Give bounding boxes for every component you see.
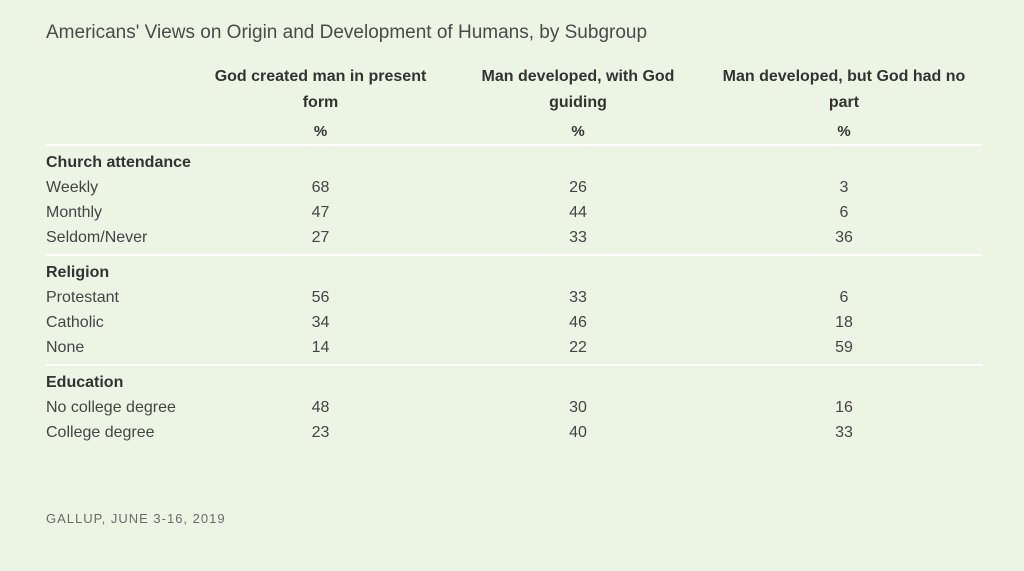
data-table: God created man in present form Man deve… <box>46 64 982 449</box>
group-header-empty <box>706 146 982 175</box>
unit-label: % <box>571 122 585 140</box>
row-label: College degree <box>46 424 155 441</box>
table-cell-value: 26 <box>569 179 587 196</box>
table-row: Weekly 68 26 3 <box>46 175 982 200</box>
column-header: Man developed, but God had no part <box>722 68 966 111</box>
source-note: GALLUP, JUNE 3-16, 2019 <box>46 511 226 526</box>
table-cell-value: 30 <box>569 399 587 416</box>
table-cell-value: 27 <box>311 229 330 246</box>
row-label: Weekly <box>46 179 99 196</box>
table-cell-value: 23 <box>311 424 330 441</box>
table-cell-value: 16 <box>835 399 853 416</box>
row-label: None <box>46 339 85 356</box>
group-header-empty <box>706 256 982 285</box>
table-cell-value: 46 <box>569 314 587 331</box>
table-cell-value: 22 <box>569 339 587 356</box>
table-row: College degree 23 40 33 <box>46 420 982 445</box>
table-cell-value: 48 <box>311 399 330 416</box>
column-header: Man developed, with God guiding <box>481 68 675 111</box>
group-header-row: Education <box>46 366 982 395</box>
table-row: Catholic 34 46 18 <box>46 310 982 335</box>
table-cell-value: 68 <box>311 179 330 196</box>
table-cell-value: 36 <box>835 229 853 246</box>
spacer-cell <box>46 445 982 449</box>
table-cell-value: 59 <box>835 339 853 356</box>
column-header: God created man in present form <box>214 68 427 111</box>
group-header-row: Church attendance <box>46 146 982 175</box>
table-cell-value: 34 <box>311 314 330 331</box>
group-spacer <box>46 445 982 449</box>
unit-label: % <box>313 122 328 140</box>
group-label: Church attendance <box>46 154 191 171</box>
table-row: None 14 22 59 <box>46 335 982 360</box>
row-label: Monthly <box>46 204 103 221</box>
header-blank <box>46 64 191 116</box>
table-cell-value: 14 <box>311 339 330 356</box>
row-label: Protestant <box>46 289 119 306</box>
table-cell-value: 18 <box>835 314 853 331</box>
group-header-empty <box>191 146 450 175</box>
chart-title: Americans' Views on Origin and Developme… <box>46 22 648 43</box>
table-cell-value: 47 <box>311 204 330 221</box>
group-header-empty <box>706 366 982 395</box>
table-cell-value: 40 <box>569 424 587 441</box>
table-row: Protestant 56 33 6 <box>46 285 982 310</box>
group-label: Religion <box>46 264 110 281</box>
group-header-empty <box>450 256 706 285</box>
table-row: Seldom/Never 27 33 36 <box>46 225 982 250</box>
unit-blank <box>46 116 191 145</box>
group-header-row: Religion <box>46 256 982 285</box>
header-row: God created man in present form Man deve… <box>46 64 982 116</box>
table-cell-value: 44 <box>569 204 587 221</box>
table-cell-value: 33 <box>835 424 853 441</box>
table-cell-value: 33 <box>569 289 587 306</box>
table-cell-value: 6 <box>839 289 849 306</box>
table-cell-value: 33 <box>569 229 587 246</box>
unit-label: % <box>837 122 851 140</box>
row-label: Catholic <box>46 314 104 331</box>
table-row: No college degree 48 30 16 <box>46 395 982 420</box>
group-header-empty <box>191 256 450 285</box>
row-label: Seldom/Never <box>46 229 148 246</box>
group-header-empty <box>191 366 450 395</box>
row-label: No college degree <box>46 399 176 416</box>
group-header-empty <box>450 146 706 175</box>
table-cell-value: 3 <box>839 179 849 196</box>
group-label: Education <box>46 374 124 391</box>
unit-row: % % % <box>46 116 982 145</box>
table-cell-value: 56 <box>311 289 330 306</box>
table-row: Monthly 47 44 6 <box>46 200 982 225</box>
table-cell-value: 6 <box>839 204 849 221</box>
group-header-empty <box>450 366 706 395</box>
